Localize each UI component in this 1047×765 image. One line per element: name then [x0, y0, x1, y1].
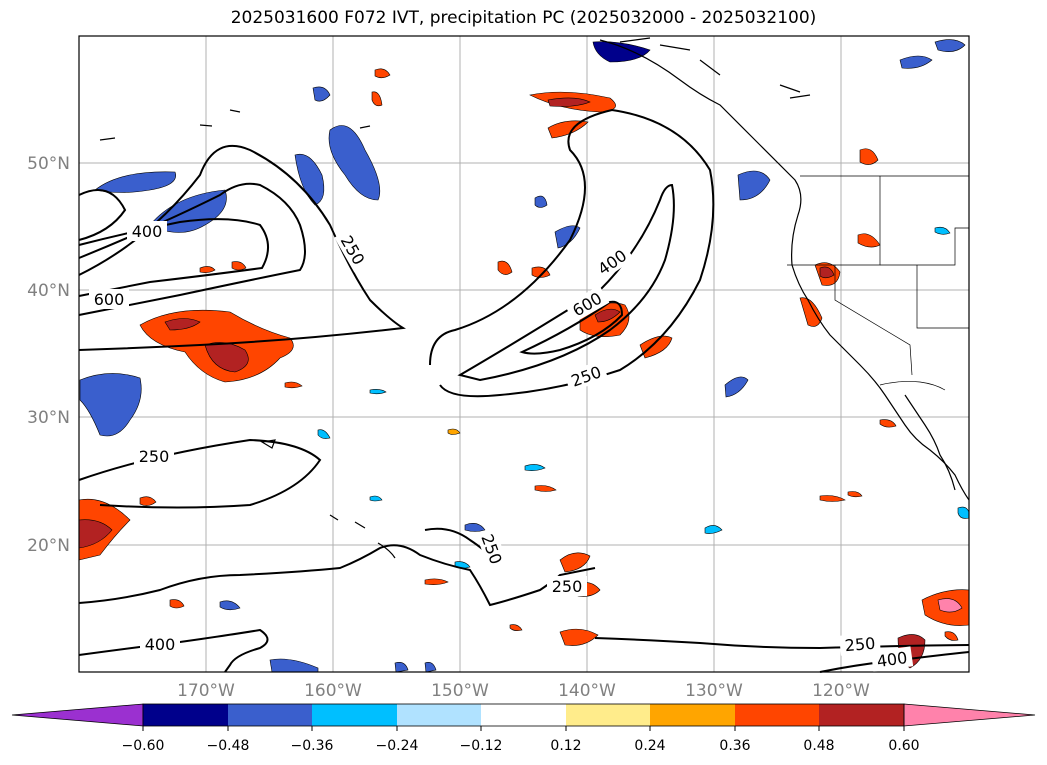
lon-label: 140°W — [558, 681, 616, 701]
colorbar-segment — [735, 704, 819, 726]
colorbar-segment — [819, 704, 904, 726]
lat-label: 20°N — [27, 536, 70, 556]
contour-label: 250 — [844, 634, 876, 656]
colorbar-segment — [397, 704, 481, 726]
colorbar-tick-label: −0.24 — [376, 738, 419, 754]
coastlines — [99, 37, 970, 559]
colorbar-segment — [566, 704, 650, 726]
longitude-labels: 170°W 160°W 150°W 140°W 130°W 120°W — [177, 681, 870, 701]
contour-label: 400 — [132, 222, 163, 241]
gridlines — [79, 36, 969, 672]
colorbar-tick-label: −0.12 — [460, 738, 503, 754]
map-title: 2025031600 F072 IVT, precipitation PC (2… — [230, 8, 817, 28]
lon-label: 170°W — [177, 681, 235, 701]
colorbar-tick-label: 0.36 — [719, 738, 750, 754]
colorbar-tick-label: 0.12 — [550, 738, 581, 754]
contour-label: 400 — [145, 635, 176, 654]
contour-label: 600 — [94, 290, 125, 309]
colorbar-segment — [481, 704, 566, 726]
lon-label: 150°W — [431, 681, 489, 701]
colorbar: −0.60 −0.48 −0.36 −0.24 −0.12 0.12 0.24 … — [11, 703, 1036, 754]
colorbar-tick-label: −0.60 — [122, 738, 165, 754]
lat-label: 50°N — [27, 154, 70, 174]
lon-label: 130°W — [685, 681, 743, 701]
contour-label: 250 — [139, 447, 170, 466]
colorbar-tick-label: −0.36 — [291, 738, 334, 754]
contour-label: 400 — [876, 648, 909, 671]
latitude-labels: 50°N 40°N 30°N 20°N — [27, 154, 70, 556]
positive-precip-blobs — [78, 68, 970, 669]
map-area — [78, 35, 970, 673]
lon-label: 120°W — [812, 681, 870, 701]
colorbar-segment — [312, 704, 397, 726]
lat-label: 30°N — [27, 408, 70, 428]
contour-label: 250 — [552, 577, 583, 596]
colorbar-segment — [228, 704, 312, 726]
colorbar-tick-label: 0.24 — [634, 738, 665, 754]
lat-label: 40°N — [27, 281, 70, 301]
lon-label: 160°W — [304, 681, 362, 701]
colorbar-tick-label: 0.48 — [803, 738, 834, 754]
colorbar-tick-label: 0.60 — [888, 738, 919, 754]
colorbar-under-arrow — [11, 703, 144, 727]
state-borders — [787, 175, 969, 391]
colorbar-segment — [143, 704, 228, 726]
colorbar-ticks — [142, 726, 905, 731]
colorbar-over-arrow — [903, 703, 1036, 727]
colorbar-segment — [650, 704, 735, 726]
colorbar-tick-label: −0.48 — [207, 738, 250, 754]
